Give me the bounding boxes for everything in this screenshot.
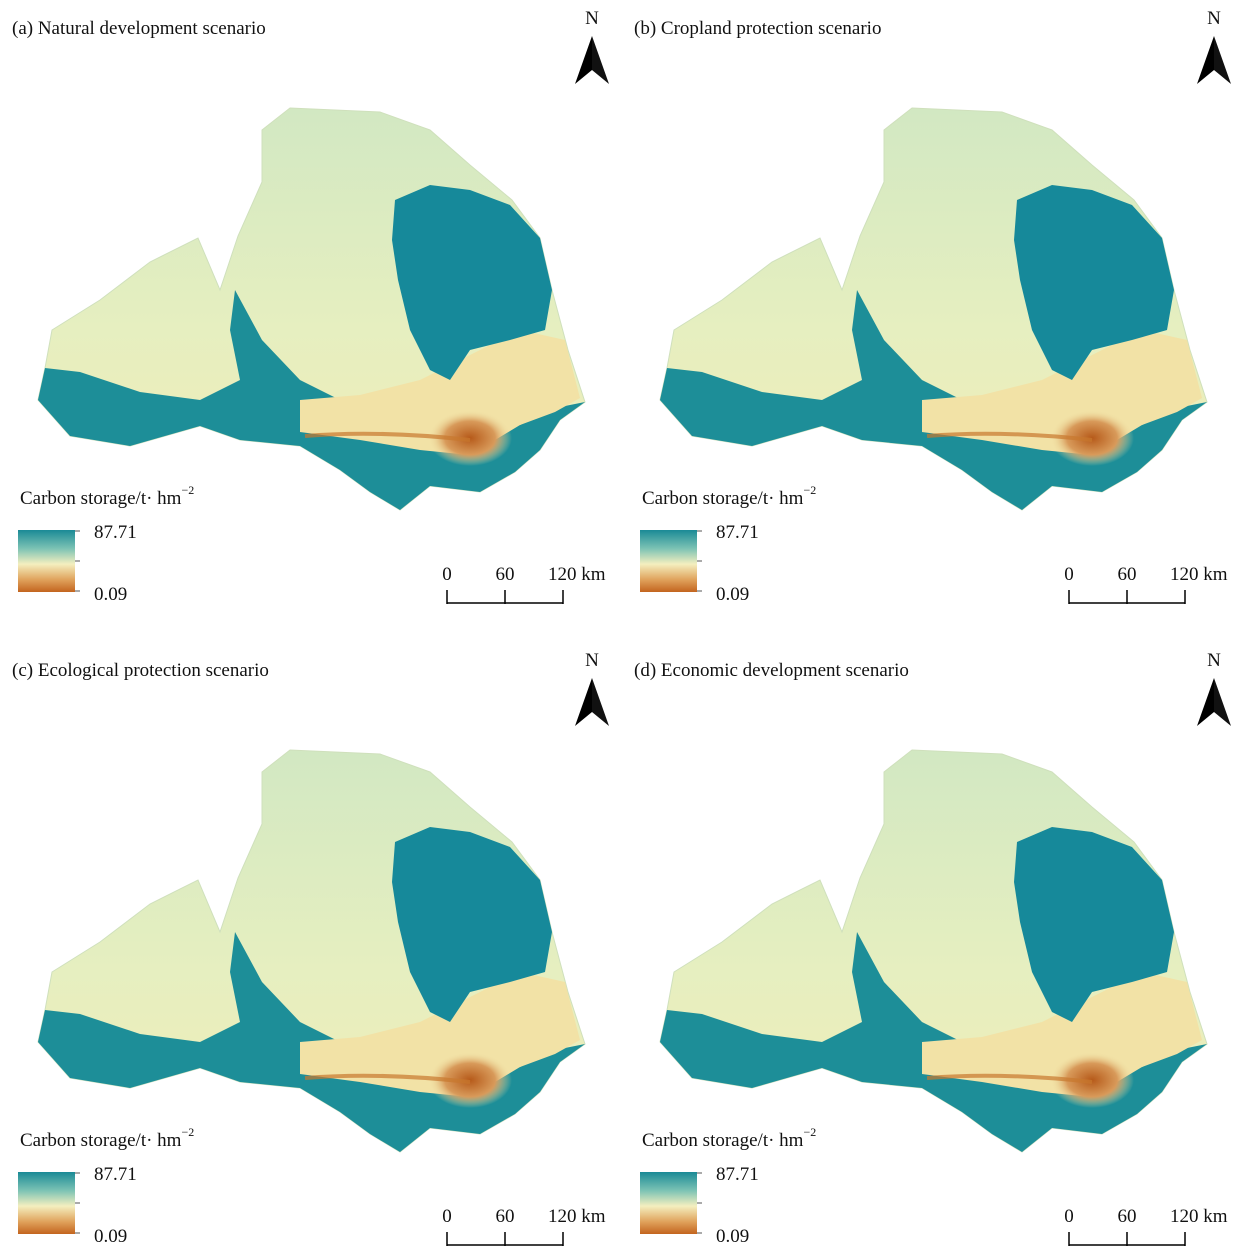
legend-title: Carbon storage/t· hm−2 <box>20 1125 194 1151</box>
legend-unit-exponent: −2 <box>181 1125 194 1139</box>
scale-label: 60 <box>496 564 515 585</box>
map-cropland <box>300 972 580 1097</box>
legend-max-label: 87.71 <box>716 522 759 543</box>
scale-label: 120 km <box>1170 1206 1228 1227</box>
legend-colorbar <box>18 530 75 592</box>
north-arrow-left <box>1197 36 1214 84</box>
panel: (c) Ecological protection scenario N Carbo… <box>12 650 609 1247</box>
legend-colorbar <box>18 1172 75 1234</box>
north-label: N <box>585 8 599 29</box>
panel-title: (a) Natural development scenario <box>12 18 266 39</box>
legend-max-label: 87.71 <box>94 522 137 543</box>
map-cropland <box>922 330 1202 455</box>
scale-label: 120 km <box>548 1206 606 1227</box>
legend-max-label: 87.71 <box>94 1164 137 1185</box>
legend-title: Carbon storage/t· hm−2 <box>642 483 816 509</box>
north-arrow-right <box>1214 36 1231 84</box>
scale-label: 120 km <box>1170 564 1228 585</box>
legend-colorbar <box>640 1172 697 1234</box>
map-forest-east <box>1014 185 1174 380</box>
legend-min-label: 0.09 <box>716 584 749 605</box>
legend-title-text: Carbon storage/t· hm <box>20 1130 182 1151</box>
panel-title: (b) Cropland protection scenario <box>634 18 881 39</box>
north-label: N <box>1207 650 1221 671</box>
north-arrow-left <box>575 678 592 726</box>
north-label: N <box>585 650 599 671</box>
legend-title-text: Carbon storage/t· hm <box>642 1130 804 1151</box>
map-urban-belt <box>304 1073 471 1084</box>
map-forest-east <box>1014 827 1174 1022</box>
map-urban-belt <box>304 431 471 442</box>
legend-title-text: Carbon storage/t· hm <box>20 488 182 509</box>
map-urban-belt <box>926 431 1093 442</box>
map-urban-belt <box>926 1073 1093 1084</box>
panel-title: (c) Ecological protection scenario <box>12 660 269 681</box>
legend-min-label: 0.09 <box>716 1226 749 1247</box>
legend-title: Carbon storage/t· hm−2 <box>642 1125 816 1151</box>
north-arrow-right <box>592 678 609 726</box>
scale-label: 60 <box>1118 1206 1137 1227</box>
scale-label: 0 <box>1064 1206 1074 1227</box>
panel-title: (d) Economic development scenario <box>634 660 909 681</box>
legend-min-label: 0.09 <box>94 584 127 605</box>
panel: (a) Natural development scenario N Carbon … <box>12 8 609 605</box>
legend-colorbar <box>640 530 697 592</box>
scale-label: 0 <box>442 1206 452 1227</box>
panel: (b) Cropland protection scenario N Carbon … <box>634 8 1231 605</box>
scale-label: 0 <box>442 564 452 585</box>
legend-unit-exponent: −2 <box>803 1125 816 1139</box>
map-forest-east <box>392 827 552 1022</box>
panel: (d) Economic development scenario N Carbon… <box>634 650 1231 1247</box>
north-label: N <box>1207 8 1221 29</box>
legend-title-text: Carbon storage/t· hm <box>642 488 804 509</box>
legend-unit-exponent: −2 <box>803 483 816 497</box>
legend-title: Carbon storage/t· hm−2 <box>20 483 194 509</box>
scale-label: 60 <box>1118 564 1137 585</box>
legend-max-label: 87.71 <box>716 1164 759 1185</box>
north-arrow-right <box>592 36 609 84</box>
scale-label: 60 <box>496 1206 515 1227</box>
map-cropland <box>300 330 580 455</box>
legend-unit-exponent: −2 <box>181 483 194 497</box>
north-arrow-left <box>1197 678 1214 726</box>
map-cropland <box>922 972 1202 1097</box>
scale-label: 120 km <box>548 564 606 585</box>
map-forest-east <box>392 185 552 380</box>
scale-label: 0 <box>1064 564 1074 585</box>
north-arrow-left <box>575 36 592 84</box>
legend-min-label: 0.09 <box>94 1226 127 1247</box>
north-arrow-right <box>1214 678 1231 726</box>
